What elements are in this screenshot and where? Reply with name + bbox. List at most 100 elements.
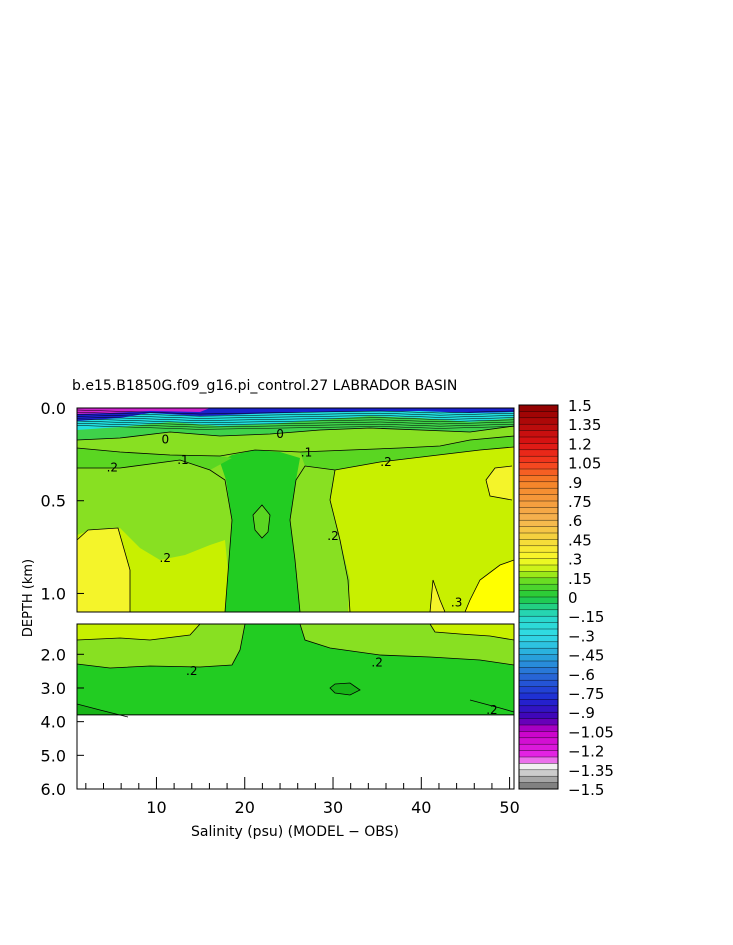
field-green-band-left xyxy=(77,448,232,470)
colorbar-bin xyxy=(519,737,558,745)
contour-line xyxy=(329,469,351,612)
upper-panel: 0 0 .1 .1 .2 .2 .2 .2 .3 xyxy=(76,407,515,613)
colorbar-bin xyxy=(519,750,558,758)
colorbar-bin xyxy=(519,584,558,591)
colorbar-bin xyxy=(519,673,558,681)
colorbar-tick-label: 0 xyxy=(568,589,578,607)
field-lower-yellowgreen-right xyxy=(430,624,514,640)
colorbar-bin xyxy=(519,603,558,611)
x-tick-label: 30 xyxy=(323,798,343,817)
x-axis: 10 20 30 40 50 xyxy=(85,777,520,817)
colorbar-tick-label: −1.35 xyxy=(568,762,614,780)
field-brightyellow-right xyxy=(465,560,514,612)
colorbar-bin xyxy=(519,769,558,777)
contour-label: .2 xyxy=(380,455,391,469)
colorbar-bin xyxy=(519,635,558,643)
colorbar-bin xyxy=(519,616,558,623)
contour-line xyxy=(485,465,513,501)
colorbar-bin xyxy=(519,667,558,675)
field-yellowgreen-right xyxy=(330,442,514,612)
colorbar-bin xyxy=(519,776,558,783)
colorbar-bin xyxy=(519,577,558,585)
colorbar-frame xyxy=(518,404,559,790)
colorbar-bin xyxy=(519,712,558,719)
contour-label: .2 xyxy=(486,703,497,717)
colorbar-tick-label: −1.5 xyxy=(568,781,604,799)
colorbar-tick-label: .3 xyxy=(568,551,582,569)
y-tick-label: 5.0 xyxy=(41,746,66,765)
colorbar-tick-label: .45 xyxy=(568,531,592,549)
colorbar-tick-label: 1.35 xyxy=(568,416,601,434)
colorbar: 1.51.351.2 1.05.9.75.6.45 .3.150−.15−.3 −.4… xyxy=(518,397,614,799)
colorbar-tick-label: −.9 xyxy=(568,704,595,722)
field-lower-yellowgreen-left xyxy=(77,624,200,640)
colorbar-bin xyxy=(519,424,558,431)
colorbar-bin xyxy=(519,686,558,694)
colorbar-bin xyxy=(519,545,558,553)
colorbar-bin xyxy=(519,661,558,668)
colorbar-bin xyxy=(519,405,558,412)
contour-line xyxy=(77,425,514,441)
colorbar-bin xyxy=(519,622,558,630)
x-tick-label: 20 xyxy=(235,798,255,817)
colorbar-bin xyxy=(519,725,558,732)
contour-line xyxy=(469,699,514,713)
colorbar-bin xyxy=(519,501,558,508)
colorbar-bin xyxy=(519,437,558,444)
contour-label: .2 xyxy=(186,664,197,678)
surface-band-magenta xyxy=(77,408,210,414)
field-yellow-right-patch xyxy=(486,466,512,500)
colorbar-tick-label: .15 xyxy=(568,570,592,588)
lower-panel-frame xyxy=(76,623,515,790)
y-tick-label: 2.0 xyxy=(41,645,66,664)
colorbar-bin xyxy=(519,609,558,617)
field-lens xyxy=(253,505,270,538)
colorbar-bin xyxy=(519,571,558,579)
colorbar-tick-label: .75 xyxy=(568,493,592,511)
colorbar-bin xyxy=(519,481,558,489)
y-tick-label: 0.0 xyxy=(41,399,66,418)
colorbar-bin xyxy=(519,641,558,649)
contour-line xyxy=(77,624,201,641)
colorbar-bin xyxy=(519,565,558,572)
x-tick-label: 40 xyxy=(411,798,431,817)
x-tick-label: 50 xyxy=(499,798,519,817)
colorbar-bin xyxy=(519,507,558,515)
colorbar-bin xyxy=(519,520,558,527)
colorbar-tick-label: −.45 xyxy=(568,647,604,665)
colorbar-tick-label: 1.2 xyxy=(568,435,592,453)
colorbar-bin xyxy=(519,693,558,700)
colorbar-bin xyxy=(519,488,558,495)
y-axis: 0.0 0.5 1.0 2.0 3.0 4.0 5.0 6.0 xyxy=(41,399,84,799)
contour-line xyxy=(77,409,514,415)
colorbar-bin xyxy=(519,475,558,483)
contour-line xyxy=(77,459,233,612)
colorbar-bin xyxy=(519,449,558,457)
colorbar-bin xyxy=(519,680,558,687)
colorbar-bin xyxy=(519,456,558,463)
contour-line xyxy=(252,504,271,539)
colorbar-bin xyxy=(519,539,558,547)
colorbar-tick-label: −.75 xyxy=(568,685,604,703)
colorbar-bin xyxy=(519,590,558,598)
contour-line xyxy=(329,682,361,696)
colorbar-bin xyxy=(519,757,558,764)
colorbar-bin xyxy=(519,526,558,534)
lower-panel: .2 .2 .2 xyxy=(76,623,515,790)
contour-line xyxy=(289,446,514,612)
colorbar-bin xyxy=(519,699,558,707)
contour-line xyxy=(77,418,514,424)
contour-line xyxy=(77,624,246,669)
field-green-band-right xyxy=(300,436,514,470)
y-tick-label: 3.0 xyxy=(41,679,66,698)
contour-line xyxy=(77,527,131,612)
contour-label: .1 xyxy=(177,453,188,467)
colorbar-bin xyxy=(519,411,558,419)
colorbar-tick-label: .9 xyxy=(568,474,582,492)
colorbar-tick-label: −.6 xyxy=(568,666,595,684)
contour-line xyxy=(77,435,514,457)
colorbar-bin xyxy=(519,629,558,636)
contour-line xyxy=(429,624,514,641)
colorbar-bin xyxy=(519,782,558,790)
